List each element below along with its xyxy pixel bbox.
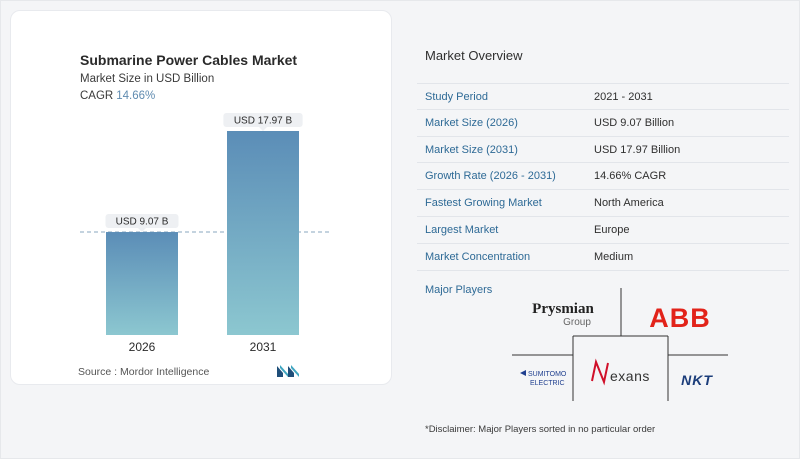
nexans-logo-text: exans bbox=[610, 368, 650, 384]
data-label: USD 9.07 B bbox=[116, 217, 169, 228]
major-players-title: Major Players bbox=[425, 284, 493, 296]
nexans-logo: exans bbox=[591, 358, 650, 386]
overview-row: Largest Market Europe bbox=[417, 217, 789, 244]
overview-value: USD 17.97 Billion bbox=[594, 143, 681, 156]
cagr-label: CAGR bbox=[80, 90, 114, 102]
overview-label: Market Concentration bbox=[425, 250, 531, 263]
data-label-pointer bbox=[138, 228, 146, 233]
overview-label: Market Size (2031) bbox=[425, 143, 518, 156]
chart-subtitle: Market Size in USD Billion bbox=[80, 73, 215, 85]
market-overview-table: Study Period 2021 - 2031 Market Size (20… bbox=[417, 83, 789, 271]
data-label-pointer bbox=[259, 127, 267, 131]
overview-value: 2021 - 2031 bbox=[594, 91, 653, 103]
prysmian-logo: Prysmian bbox=[532, 301, 594, 317]
data-label: USD 17.97 B bbox=[234, 116, 293, 127]
overview-row: Fastest Growing Market North America bbox=[417, 190, 789, 217]
nexans-n-icon bbox=[591, 358, 609, 386]
sumitomo-logo-line1: SUMITOMO bbox=[528, 371, 567, 378]
overview-row: Market Size (2026) USD 9.07 Billion bbox=[417, 110, 789, 137]
cagr-value: 14.66% bbox=[116, 90, 156, 102]
sumitomo-logo: SUMITOMO ELECTRIC bbox=[520, 370, 567, 387]
overview-value: 14.66% CAGR bbox=[594, 170, 667, 183]
data-label-background bbox=[223, 113, 303, 127]
overview-row: Study Period 2021 - 2031 bbox=[417, 83, 789, 110]
abb-logo: ABB bbox=[649, 303, 711, 333]
sumitomo-mark-icon bbox=[520, 370, 526, 376]
chart-card bbox=[10, 10, 392, 385]
disclaimer-text: *Disclaimer: Major Players sorted in no … bbox=[425, 424, 656, 435]
bar-2031 bbox=[227, 131, 299, 335]
overview-value: Europe bbox=[594, 223, 630, 236]
bar-2026 bbox=[106, 232, 178, 335]
cagr-row: CAGR 14.66% bbox=[80, 90, 155, 102]
source-label: Source : Mordor Intelligence bbox=[78, 366, 210, 378]
overview-value: USD 9.07 Billion bbox=[594, 116, 675, 129]
overview-label: Market Size (2026) bbox=[425, 116, 518, 129]
prysmian-logo-sub: Group bbox=[563, 317, 591, 328]
major-players-grid: Prysmian Group ABB SUMITOMO ELECTRIC exa… bbox=[512, 288, 728, 401]
bar-chart: USD 9.07 B 2026 USD 17.97 B 2031 bbox=[80, 113, 330, 354]
data-label-background bbox=[105, 214, 179, 229]
mordor-intelligence-logo-icon bbox=[277, 365, 299, 377]
overview-label: Study Period bbox=[425, 91, 488, 103]
x-tick-label: 2031 bbox=[250, 340, 277, 354]
market-overview-title: Market Overview bbox=[425, 48, 523, 63]
overview-value: North America bbox=[594, 197, 664, 210]
overview-row: Market Size (2031) USD 17.97 Billion bbox=[417, 137, 789, 164]
overview-label: Fastest Growing Market bbox=[425, 197, 542, 210]
overview-row: Market Concentration Medium bbox=[417, 244, 789, 271]
overview-row: Growth Rate (2026 - 2031) 14.66% CAGR bbox=[417, 163, 789, 191]
x-tick-label: 2026 bbox=[129, 340, 156, 354]
overview-value: Medium bbox=[594, 250, 634, 263]
nkt-logo: NKT bbox=[681, 372, 713, 388]
chart-title: Submarine Power Cables Market bbox=[80, 52, 298, 68]
overview-label: Growth Rate (2026 - 2031) bbox=[425, 170, 556, 183]
overview-label: Largest Market bbox=[425, 223, 499, 236]
sumitomo-logo-line2: ELECTRIC bbox=[530, 380, 565, 387]
